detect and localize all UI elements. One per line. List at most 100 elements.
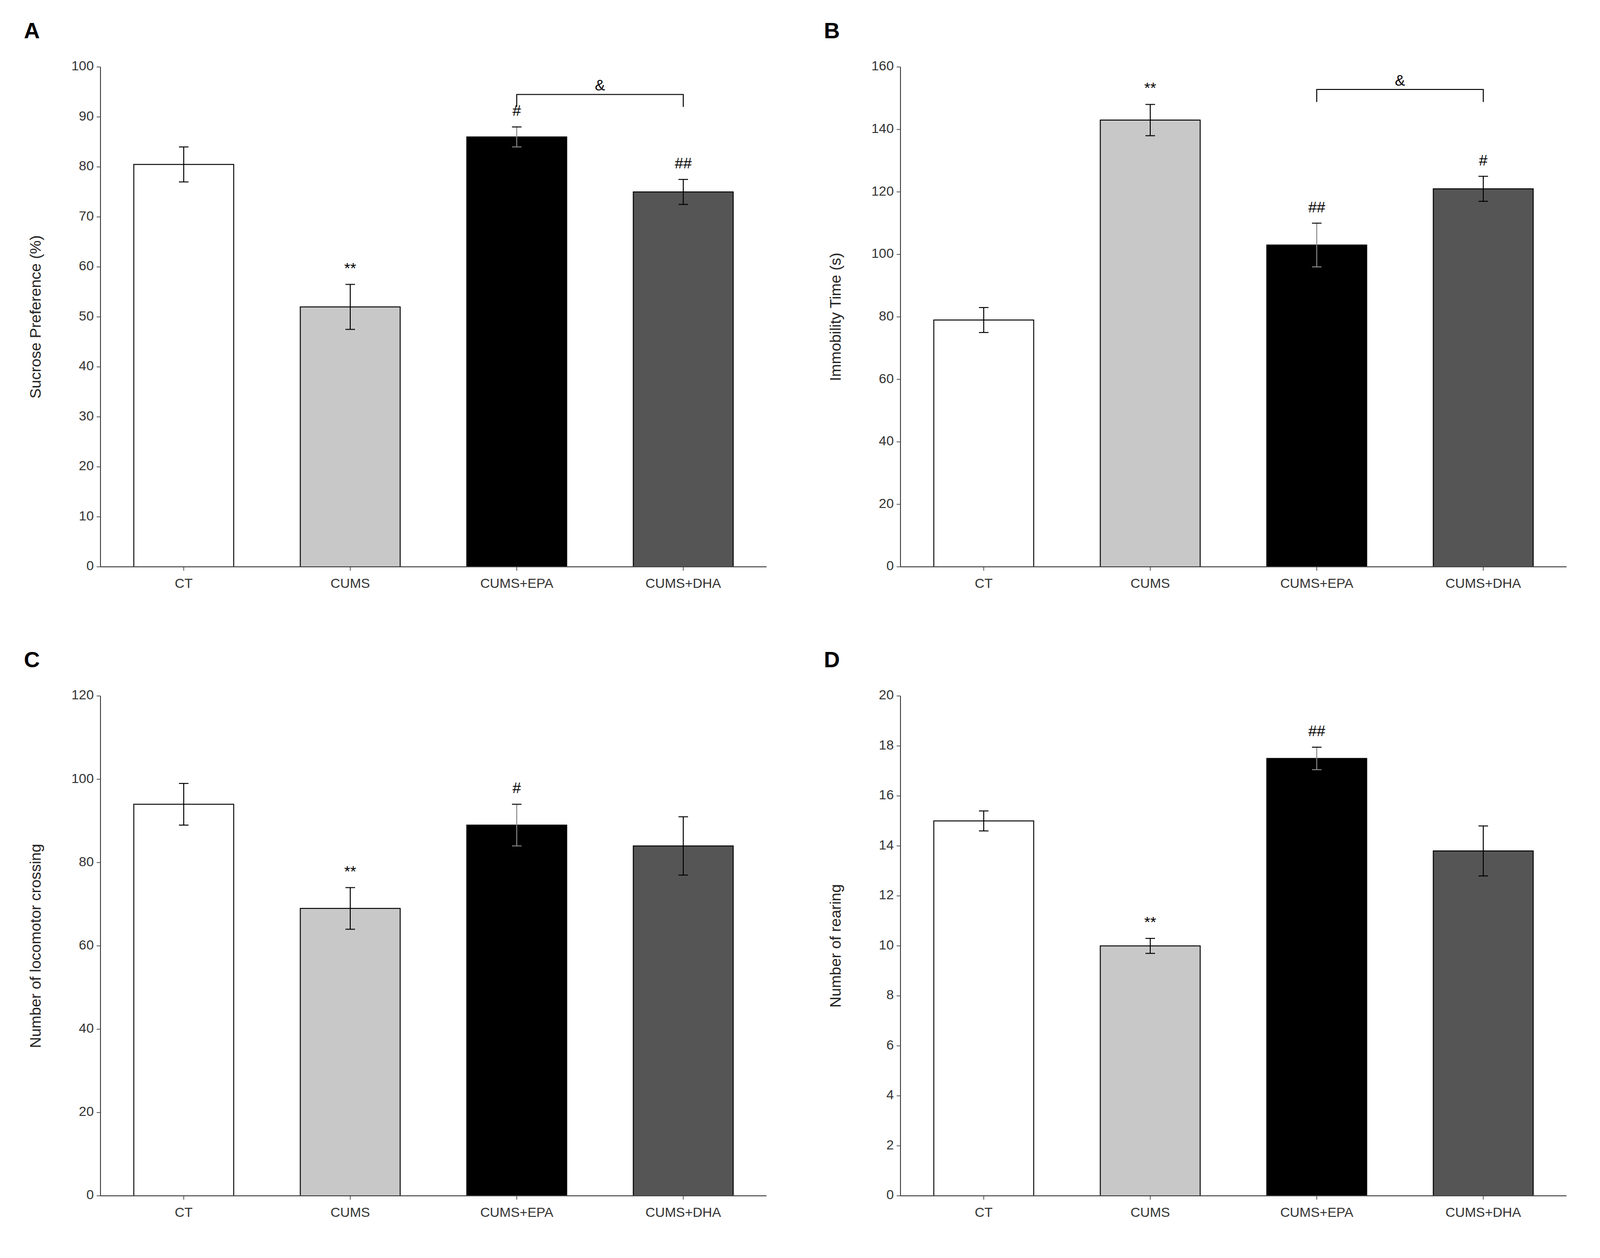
y-tick-label: 60 <box>78 937 94 953</box>
x-tick-label: CT <box>974 1205 993 1221</box>
error-bar-cap <box>345 284 356 286</box>
x-tick <box>349 566 351 571</box>
error-bar-cap <box>978 810 989 812</box>
y-tick-label: 20 <box>78 1104 94 1120</box>
error-bar-cap <box>1311 266 1322 268</box>
y-tick <box>96 166 101 168</box>
error-bar-stem <box>983 811 985 832</box>
y-tick-label: 100 <box>71 771 94 787</box>
error-bar-cap <box>511 146 522 148</box>
y-tick-label: 140 <box>871 121 894 136</box>
y-tick-label: 80 <box>78 854 94 870</box>
y-tick-label: 10 <box>878 937 894 953</box>
y-tick <box>96 778 101 780</box>
y-tick-label: 30 <box>78 408 94 424</box>
y-tick-label: 10 <box>78 508 94 524</box>
error-bar-stem <box>1149 938 1151 954</box>
error-bar-stem <box>183 783 185 826</box>
error-bar-cap <box>178 824 189 826</box>
x-tick <box>516 1196 518 1200</box>
y-tick-label: 80 <box>878 308 894 324</box>
y-tick-label: 40 <box>78 1021 94 1036</box>
error-bar <box>1145 938 1156 954</box>
error-bar-cap <box>1145 938 1156 940</box>
y-tick <box>896 378 901 380</box>
y-tick <box>896 129 901 131</box>
panel-title: A <box>23 18 40 44</box>
bar <box>300 307 401 567</box>
x-tick-label: CUMS <box>1130 576 1170 591</box>
y-tick-label: 18 <box>878 737 894 753</box>
x-tick-label: CUMS+DHA <box>645 1205 722 1221</box>
x-tick-label: CT <box>974 576 993 591</box>
error-bar <box>511 804 522 846</box>
bracket-label: & <box>594 76 605 94</box>
error-bar-stem <box>1316 747 1318 770</box>
x-tick <box>1316 566 1318 571</box>
y-tick <box>96 566 101 568</box>
error-bar-cap <box>1478 825 1489 827</box>
error-bar-cap <box>1311 746 1322 748</box>
bar <box>933 320 1034 567</box>
y-tick <box>896 895 901 897</box>
error-bar-cap <box>1145 103 1156 105</box>
x-tick <box>516 566 518 571</box>
error-bar <box>678 179 689 205</box>
bar <box>933 821 1034 1197</box>
y-tick-label: 80 <box>78 158 94 174</box>
error-bar <box>1311 747 1322 770</box>
error-bar <box>1311 223 1322 267</box>
x-tick-label: CUMS+DHA <box>1445 576 1522 591</box>
panel-title: B <box>823 18 840 44</box>
y-tick-label: 4 <box>886 1087 894 1103</box>
x-tick-label: CUMS+EPA <box>480 576 554 591</box>
y-tick <box>96 1029 101 1031</box>
panel-title: C <box>23 647 40 673</box>
error-bar-cap <box>978 307 989 309</box>
bar <box>133 804 234 1197</box>
y-tick <box>96 116 101 118</box>
error-bar <box>345 888 356 930</box>
y-tick-label: 20 <box>878 687 894 703</box>
y-tick-label: 14 <box>878 837 894 853</box>
plot-area <box>133 783 734 1197</box>
y-axis <box>900 66 901 567</box>
bar <box>466 825 567 1197</box>
error-bar <box>678 817 689 876</box>
y-tick-label: 6 <box>886 1037 894 1053</box>
error-bar-stem <box>1316 223 1318 267</box>
y-tick <box>96 466 101 468</box>
error-bar <box>178 783 189 826</box>
annotation: ## <box>1308 198 1326 216</box>
x-tick-label: CUMS <box>1130 1205 1170 1221</box>
y-tick <box>896 566 901 568</box>
y-tick <box>96 66 101 68</box>
x-tick-label: CUMS+DHA <box>1445 1205 1522 1221</box>
x-tick-label: CUMS <box>330 576 370 591</box>
y-tick-label: 70 <box>78 208 94 224</box>
error-bar-stem <box>1482 826 1484 877</box>
error-bar-cap <box>511 845 522 847</box>
plot-area <box>133 126 734 567</box>
error-bar-cap <box>678 874 689 876</box>
error-bar-cap <box>1145 135 1156 137</box>
x-tick <box>983 1196 985 1200</box>
error-bar-stem <box>682 817 684 876</box>
y-tick-label: 20 <box>878 496 894 512</box>
error-bar <box>178 146 189 182</box>
error-bar-stem <box>1482 176 1484 202</box>
y-tick <box>96 862 101 864</box>
x-tick <box>1316 1196 1318 1200</box>
y-tick-label: 2 <box>886 1137 894 1153</box>
bar <box>1266 244 1367 567</box>
y-tick-label: 12 <box>878 887 894 903</box>
y-tick <box>896 1095 901 1097</box>
y-tick-label: 0 <box>86 1187 94 1203</box>
panel: ASucrose Preference (%)01020304050607080… <box>23 18 767 591</box>
x-tick-label: CUMS+EPA <box>1280 576 1354 591</box>
y-tick <box>896 945 901 947</box>
bar <box>1100 120 1201 567</box>
error-bar-stem <box>1149 104 1151 136</box>
y-axis <box>100 696 101 1197</box>
figure: ASucrose Preference (%)01020304050607080… <box>0 0 1600 1258</box>
